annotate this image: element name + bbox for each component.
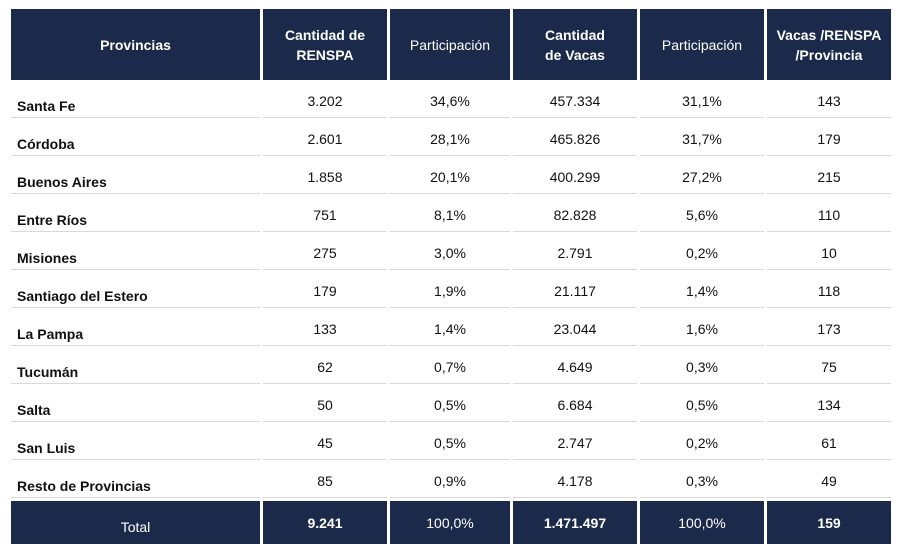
table-row: Santiago del Estero 179 1,9% 21.117 1,4%… (11, 273, 891, 308)
cell-cantidad-vacas: 21.117 (513, 273, 637, 308)
cell-vacas-por-renspa: 61 (767, 425, 891, 460)
cell-cantidad-vacas: 400.299 (513, 159, 637, 194)
cell-provincia: San Luis (11, 425, 260, 460)
header-vacas-por-renspa: Vacas /RENSPA /Provincia (767, 9, 891, 80)
header-participacion-vacas: Participación (640, 9, 764, 80)
header-cantidad-renspa: Cantidad de RENSPA (263, 9, 387, 80)
header-row: Provincias Cantidad de RENSPA Participac… (11, 9, 891, 80)
cell-cantidad-renspa: 2.601 (263, 121, 387, 156)
table-row: Córdoba 2.601 28,1% 465.826 31,7% 179 (11, 121, 891, 156)
cell-participacion-vacas: 31,1% (640, 83, 764, 118)
cell-participacion-vacas: 0,5% (640, 387, 764, 422)
cell-cantidad-renspa: 751 (263, 197, 387, 232)
cell-participacion-renspa: 0,7% (390, 349, 510, 384)
cell-participacion-renspa: 0,9% (390, 463, 510, 498)
table-header: Provincias Cantidad de RENSPA Participac… (11, 9, 891, 80)
cell-participacion-vacas: 1,6% (640, 311, 764, 346)
cell-vacas-por-renspa: 10 (767, 235, 891, 270)
cell-cantidad-vacas: 2.747 (513, 425, 637, 460)
cell-cantidad-vacas: 82.828 (513, 197, 637, 232)
total-row: Total 9.241 100,0% 1.471.497 100,0% 159 (11, 501, 891, 544)
table-body: Santa Fe 3.202 34,6% 457.334 31,1% 143 C… (11, 83, 891, 498)
cell-participacion-renspa: 28,1% (390, 121, 510, 156)
cell-vacas-por-renspa: 143 (767, 83, 891, 118)
cell-provincia: Salta (11, 387, 260, 422)
table-row: Misiones 275 3,0% 2.791 0,2% 10 (11, 235, 891, 270)
cell-participacion-vacas: 31,7% (640, 121, 764, 156)
cell-provincia: Santiago del Estero (11, 273, 260, 308)
table-row: Resto de Provincias 85 0,9% 4.178 0,3% 4… (11, 463, 891, 498)
total-label: Total (11, 501, 260, 544)
table-row: Tucumán 62 0,7% 4.649 0,3% 75 (11, 349, 891, 384)
cell-participacion-renspa: 34,6% (390, 83, 510, 118)
cell-participacion-vacas: 0,2% (640, 235, 764, 270)
cell-participacion-renspa: 1,4% (390, 311, 510, 346)
cell-provincia: Resto de Provincias (11, 463, 260, 498)
table-row: Buenos Aires 1.858 20,1% 400.299 27,2% 2… (11, 159, 891, 194)
cell-participacion-vacas: 0,3% (640, 349, 764, 384)
cell-vacas-por-renspa: 118 (767, 273, 891, 308)
cell-participacion-vacas: 0,2% (640, 425, 764, 460)
cell-participacion-renspa: 3,0% (390, 235, 510, 270)
cell-provincia: Misiones (11, 235, 260, 270)
renspa-table-container: Provincias Cantidad de RENSPA Participac… (8, 6, 894, 547)
total-participacion-vacas: 100,0% (640, 501, 764, 544)
cell-cantidad-renspa: 50 (263, 387, 387, 422)
cell-cantidad-vacas: 4.649 (513, 349, 637, 384)
cell-provincia: Entre Ríos (11, 197, 260, 232)
header-provincias: Provincias (11, 9, 260, 80)
cell-provincia: La Pampa (11, 311, 260, 346)
cell-cantidad-renspa: 133 (263, 311, 387, 346)
cell-cantidad-renspa: 62 (263, 349, 387, 384)
cell-participacion-vacas: 27,2% (640, 159, 764, 194)
cell-participacion-renspa: 0,5% (390, 387, 510, 422)
cell-participacion-renspa: 8,1% (390, 197, 510, 232)
cell-cantidad-vacas: 4.178 (513, 463, 637, 498)
cell-participacion-vacas: 0,3% (640, 463, 764, 498)
total-vacas-por-renspa: 159 (767, 501, 891, 544)
cell-participacion-vacas: 5,6% (640, 197, 764, 232)
cell-cantidad-renspa: 45 (263, 425, 387, 460)
cell-cantidad-vacas: 457.334 (513, 83, 637, 118)
cell-provincia: Córdoba (11, 121, 260, 156)
cell-vacas-por-renspa: 75 (767, 349, 891, 384)
cell-participacion-renspa: 0,5% (390, 425, 510, 460)
cell-vacas-por-renspa: 173 (767, 311, 891, 346)
cell-provincia: Buenos Aires (11, 159, 260, 194)
cell-provincia: Santa Fe (11, 83, 260, 118)
table-row: Entre Ríos 751 8,1% 82.828 5,6% 110 (11, 197, 891, 232)
cell-participacion-renspa: 1,9% (390, 273, 510, 308)
cell-cantidad-renspa: 179 (263, 273, 387, 308)
table-row: La Pampa 133 1,4% 23.044 1,6% 173 (11, 311, 891, 346)
cell-cantidad-renspa: 3.202 (263, 83, 387, 118)
cell-cantidad-vacas: 23.044 (513, 311, 637, 346)
table-row: Salta 50 0,5% 6.684 0,5% 134 (11, 387, 891, 422)
total-cantidad-renspa: 9.241 (263, 501, 387, 544)
cell-cantidad-renspa: 1.858 (263, 159, 387, 194)
cell-participacion-renspa: 20,1% (390, 159, 510, 194)
cell-vacas-por-renspa: 134 (767, 387, 891, 422)
total-participacion-renspa: 100,0% (390, 501, 510, 544)
cell-cantidad-renspa: 275 (263, 235, 387, 270)
total-cantidad-vacas: 1.471.497 (513, 501, 637, 544)
cell-vacas-por-renspa: 110 (767, 197, 891, 232)
cell-vacas-por-renspa: 215 (767, 159, 891, 194)
cell-vacas-por-renspa: 179 (767, 121, 891, 156)
cell-cantidad-vacas: 6.684 (513, 387, 637, 422)
cell-vacas-por-renspa: 49 (767, 463, 891, 498)
cell-cantidad-vacas: 2.791 (513, 235, 637, 270)
cell-provincia: Tucumán (11, 349, 260, 384)
renspa-table: Provincias Cantidad de RENSPA Participac… (8, 6, 894, 547)
cell-participacion-vacas: 1,4% (640, 273, 764, 308)
table-row: San Luis 45 0,5% 2.747 0,2% 61 (11, 425, 891, 460)
header-participacion-renspa: Participación (390, 9, 510, 80)
cell-cantidad-vacas: 465.826 (513, 121, 637, 156)
table-row: Santa Fe 3.202 34,6% 457.334 31,1% 143 (11, 83, 891, 118)
cell-cantidad-renspa: 85 (263, 463, 387, 498)
header-cantidad-vacas: Cantidad de Vacas (513, 9, 637, 80)
table-footer: Total 9.241 100,0% 1.471.497 100,0% 159 (11, 501, 891, 544)
